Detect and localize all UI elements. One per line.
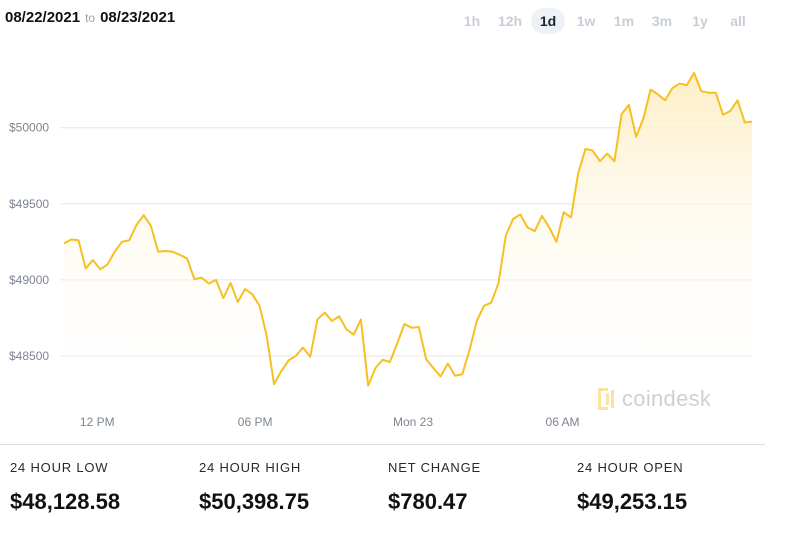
price-area (64, 72, 752, 394)
y-tick-label: $48500 (9, 349, 49, 363)
range-tab-1d[interactable]: 1d (531, 8, 565, 34)
x-tick-label: 06 AM (546, 415, 580, 429)
date-from: 08/22/2021 (5, 9, 81, 26)
x-tick-label: 12 PM (80, 415, 115, 429)
range-tab-all[interactable]: all (730, 13, 746, 29)
coindesk-watermark: coindesk (598, 386, 711, 412)
stat-label: 24 HOUR HIGH (199, 460, 302, 475)
range-tab-1y[interactable]: 1y (692, 13, 708, 29)
date-range[interactable]: 08/22/2021 to 08/23/2021 (5, 9, 175, 26)
stat-value: $50,398.75 (199, 489, 310, 514)
y-tick-label: $49500 (9, 197, 49, 211)
y-tick-label: $49000 (9, 273, 49, 287)
stat-value: $48,128.58 (10, 489, 121, 514)
chart-header: 08/22/2021 to 08/23/2021 1h 12h 1d 1w 1m 3… (0, 0, 785, 44)
stat-label: 24 HOUR LOW (10, 460, 109, 475)
y-tick-label: $50000 (9, 121, 49, 135)
range-tab-1h[interactable]: 1h (463, 13, 481, 29)
x-tick-label: Mon 23 (393, 415, 433, 429)
time-range-selector: 1h 12h 1d 1w 1m 3m 1y all (451, 8, 755, 34)
divider (0, 444, 765, 445)
range-tab-3m[interactable]: 3m (651, 13, 673, 29)
stat-24h-open: 24 HOUR OPEN $49,253.15 (577, 460, 687, 515)
stat-24h-high: 24 HOUR HIGH $50,398.75 (199, 460, 309, 515)
range-tab-1w[interactable]: 1w (576, 13, 596, 29)
stat-label: 24 HOUR OPEN (577, 460, 684, 475)
price-chart[interactable]: $48500 $49000 $49500 $50000 12 PM 06 PM Mon 2… (0, 44, 785, 434)
stat-value: $780.47 (388, 489, 468, 514)
stat-24h-low: 24 HOUR LOW $48,128.58 (10, 460, 120, 515)
coindesk-logo-icon (598, 388, 616, 410)
range-tab-12h[interactable]: 12h (497, 13, 523, 29)
price-chart-svg: $48500 $49000 $49500 $50000 12 PM 06 PM Mon 2… (9, 71, 753, 429)
price-area-fill (64, 72, 752, 394)
date-to: 08/23/2021 (100, 9, 176, 26)
x-axis-labels: 12 PM 06 PM Mon 23 06 AM (80, 415, 580, 429)
range-tab-1m[interactable]: 1m (613, 13, 635, 29)
x-tick-label: 06 PM (238, 415, 273, 429)
stat-net-change: NET CHANGE $780.47 (388, 460, 481, 515)
price-line (63, 71, 753, 387)
stat-value: $49,253.15 (577, 489, 688, 514)
price-series-line (63, 71, 753, 387)
stat-label: NET CHANGE (388, 460, 481, 475)
date-range-separator: to (85, 11, 96, 25)
y-axis-labels: $48500 $49000 $49500 $50000 (9, 121, 49, 363)
coindesk-wordmark: coindesk (622, 386, 712, 411)
